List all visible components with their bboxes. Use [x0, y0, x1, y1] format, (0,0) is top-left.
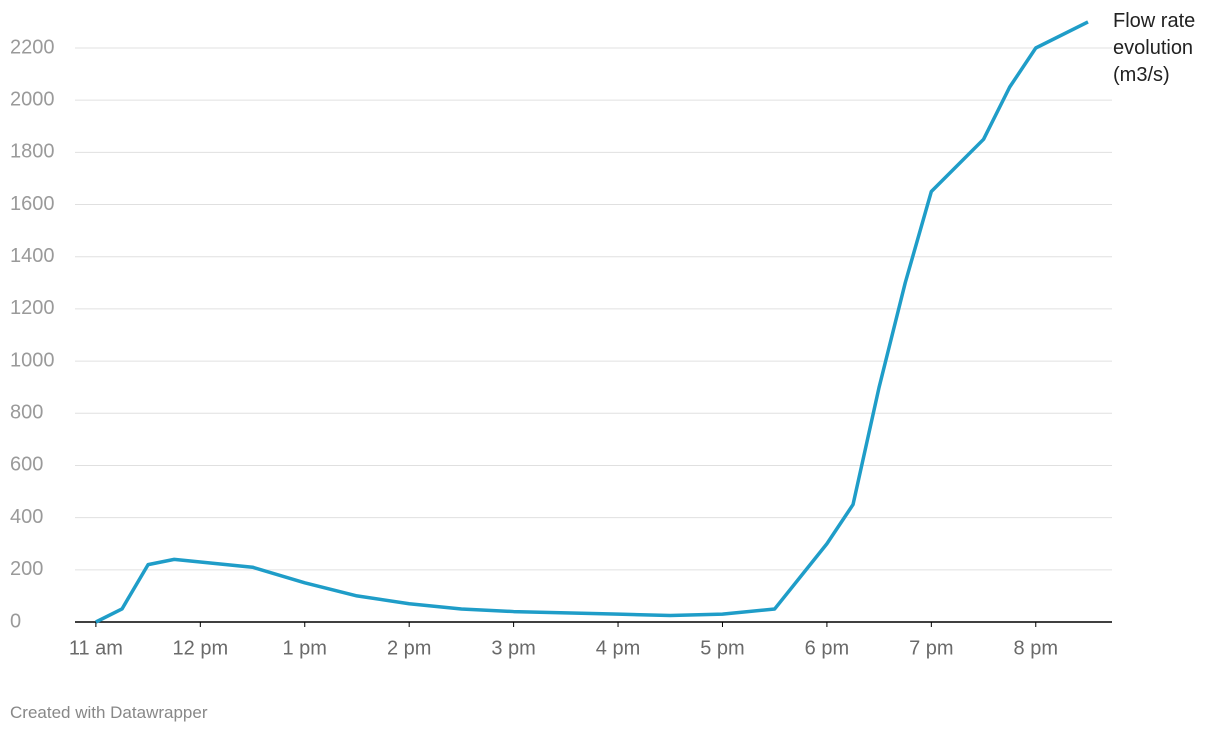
- x-tick-label: 11 am: [69, 637, 123, 659]
- y-tick-label: 1200: [10, 297, 55, 319]
- y-tick-label: 1400: [10, 245, 55, 267]
- y-tick-label: 2000: [10, 88, 55, 110]
- x-tick-label: 7 pm: [909, 637, 953, 659]
- y-tick-label: 200: [10, 558, 43, 580]
- x-tick-label: 3 pm: [491, 637, 535, 659]
- line: [95, 20, 1089, 624]
- x-tick-label: 2 pm: [387, 637, 431, 659]
- x-tick-label: 8 pm: [1014, 637, 1058, 659]
- y-tick-label: 400: [10, 506, 43, 528]
- y-tick-label: 1000: [10, 349, 55, 371]
- y-tick-label: 1800: [10, 141, 55, 163]
- y-tick-label: 600: [10, 454, 43, 476]
- x-tick-label: 1 pm: [283, 637, 327, 659]
- x-tick-label: 6 pm: [805, 637, 849, 659]
- x-tick-label: 12 pm: [173, 637, 229, 659]
- credit: Created with Datawrapper: [10, 703, 208, 722]
- y-tick-label: 1600: [10, 193, 55, 215]
- series-label: Flow rate evolution (m3/s): [1113, 10, 1196, 86]
- y-tick-label: 800: [10, 402, 43, 424]
- x-tick-label: 5 pm: [700, 637, 744, 659]
- y-tick-label: 0: [10, 610, 21, 632]
- x-tick-label: 4 pm: [596, 637, 640, 659]
- y-tick-label: 2200: [10, 36, 55, 58]
